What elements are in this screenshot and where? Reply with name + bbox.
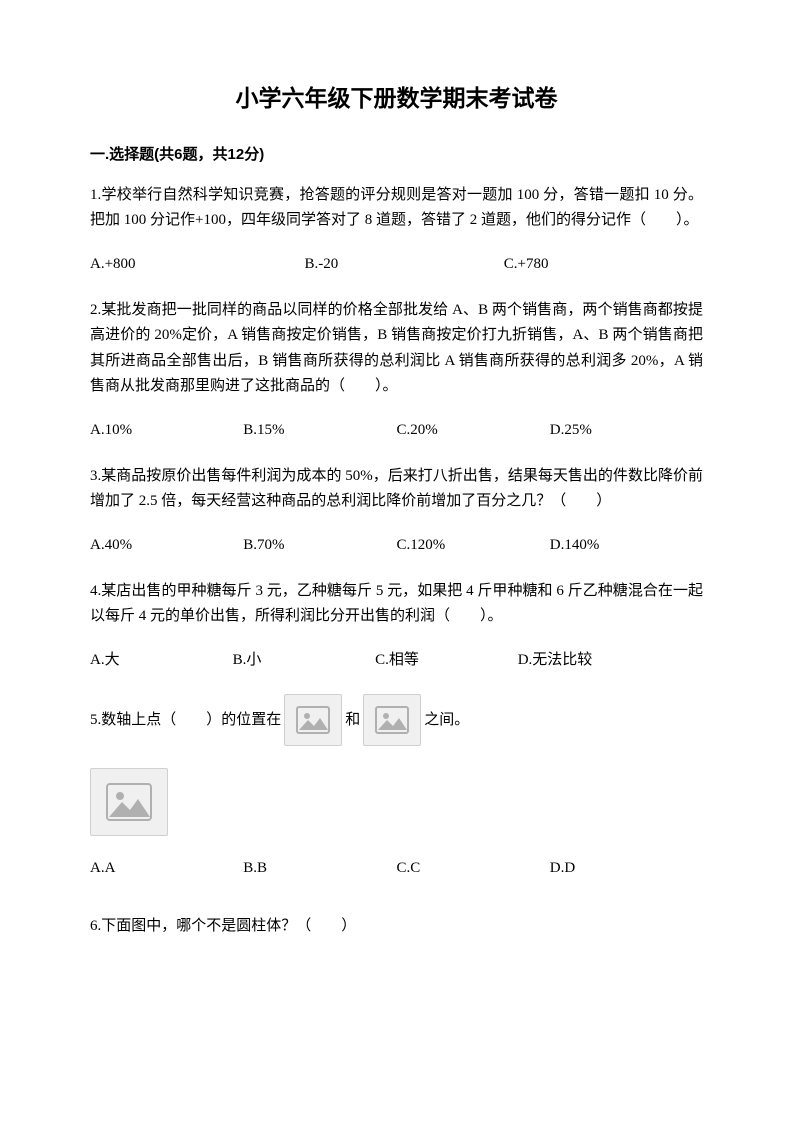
option-1b: B.-20 (305, 252, 504, 276)
question-6: 6.下面图中，哪个不是圆柱体？（ ） (90, 914, 703, 940)
question-5-pre: 5.数轴上点（ ）的位置在 (90, 708, 281, 732)
question-5-options: A.A B.B C.C D.D (90, 856, 703, 880)
question-3: 3.某商品按原价出售每件利润为成本的 50%，后来打八折出售，结果每天售出的件数… (90, 464, 703, 515)
picture-icon (296, 706, 330, 734)
picture-icon (375, 706, 409, 734)
option-3b: B.70% (243, 533, 396, 557)
option-4c: C.相等 (375, 648, 518, 672)
option-3d: D.140% (550, 533, 703, 557)
exam-title: 小学六年级下册数学期末考试卷 (90, 80, 703, 117)
question-3-options: A.40% B.70% C.120% D.140% (90, 533, 703, 557)
option-4a: A.大 (90, 648, 233, 672)
section-1-header: 一.选择题(共6题，共12分) (90, 143, 703, 167)
option-3c: C.120% (397, 533, 550, 557)
picture-icon (106, 783, 152, 821)
option-1a: A.+800 (90, 252, 305, 276)
option-5a: A.A (90, 856, 243, 880)
option-4b: B.小 (233, 648, 376, 672)
question-1-options: A.+800 B.-20 C.+780 (90, 252, 703, 276)
option-3a: A.40% (90, 533, 243, 557)
question-1: 1.学校举行自然科学知识竞赛，抢答题的评分规则是答对一题加 100 分，答错一题… (90, 183, 703, 234)
option-4d: D.无法比较 (518, 648, 703, 672)
question-4-options: A.大 B.小 C.相等 D.无法比较 (90, 648, 703, 672)
option-5b: B.B (243, 856, 396, 880)
image-placeholder-icon (284, 694, 342, 746)
option-2a: A.10% (90, 418, 243, 442)
question-2: 2.某批发商把一批同样的商品以同样的价格全部批发给 A、B 两个销售商，两个销售… (90, 298, 703, 400)
question-5: 5.数轴上点（ ）的位置在 和 之间。 (90, 694, 703, 746)
option-5d: D.D (550, 856, 703, 880)
option-2d: D.25% (550, 418, 703, 442)
question-4: 4.某店出售的甲种糖每斤 3 元，乙种糖每斤 5 元，如果把 4 斤甲种糖和 6… (90, 579, 703, 630)
image-placeholder-icon (363, 694, 421, 746)
image-placeholder-icon (90, 768, 168, 836)
question-2-options: A.10% B.15% C.20% D.25% (90, 418, 703, 442)
option-2c: C.20% (397, 418, 550, 442)
question-5-mid: 和 (345, 708, 360, 732)
option-5c: C.C (397, 856, 550, 880)
option-2b: B.15% (243, 418, 396, 442)
question-5-post: 之间。 (424, 708, 469, 732)
option-1c: C.+780 (504, 252, 703, 276)
